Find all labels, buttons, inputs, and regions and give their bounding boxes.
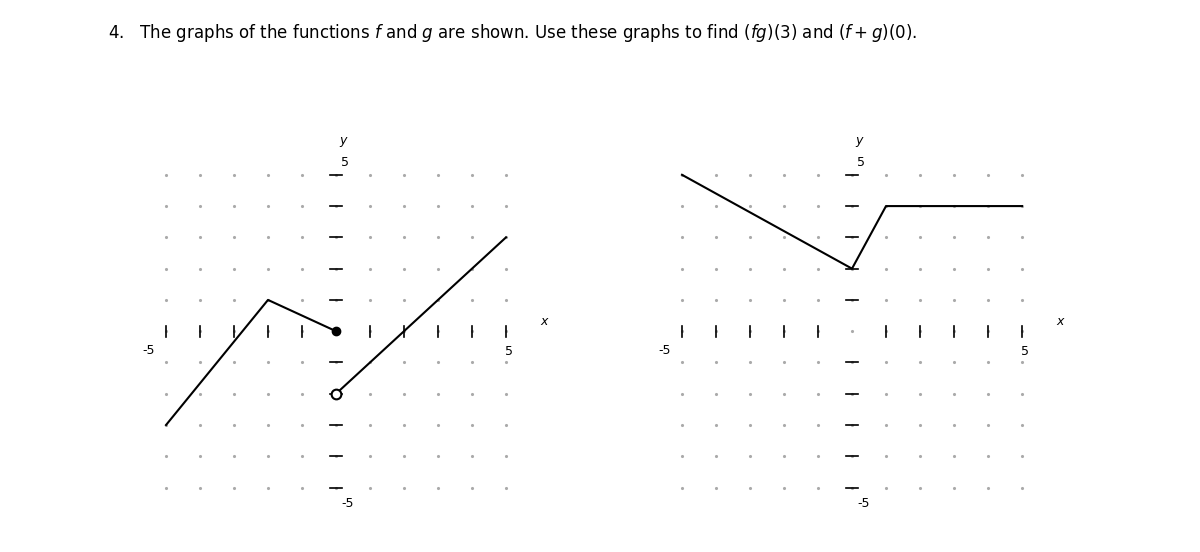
Text: y: y xyxy=(856,134,863,147)
Text: -5: -5 xyxy=(341,497,354,510)
Text: -5: -5 xyxy=(659,344,671,357)
Text: 4.   The graphs of the functions $\mathit{f}$ and $\mathit{g}$ are shown. Use th: 4. The graphs of the functions $\mathit{… xyxy=(108,22,917,44)
Text: -5: -5 xyxy=(857,497,870,510)
Text: 5: 5 xyxy=(857,156,865,168)
Text: -5: -5 xyxy=(143,344,155,357)
Text: x: x xyxy=(540,315,547,328)
Text: x: x xyxy=(1056,315,1063,328)
Text: 5: 5 xyxy=(1021,346,1030,358)
Text: 5: 5 xyxy=(505,346,514,358)
Text: y: y xyxy=(340,134,347,147)
Text: 5: 5 xyxy=(341,156,349,168)
